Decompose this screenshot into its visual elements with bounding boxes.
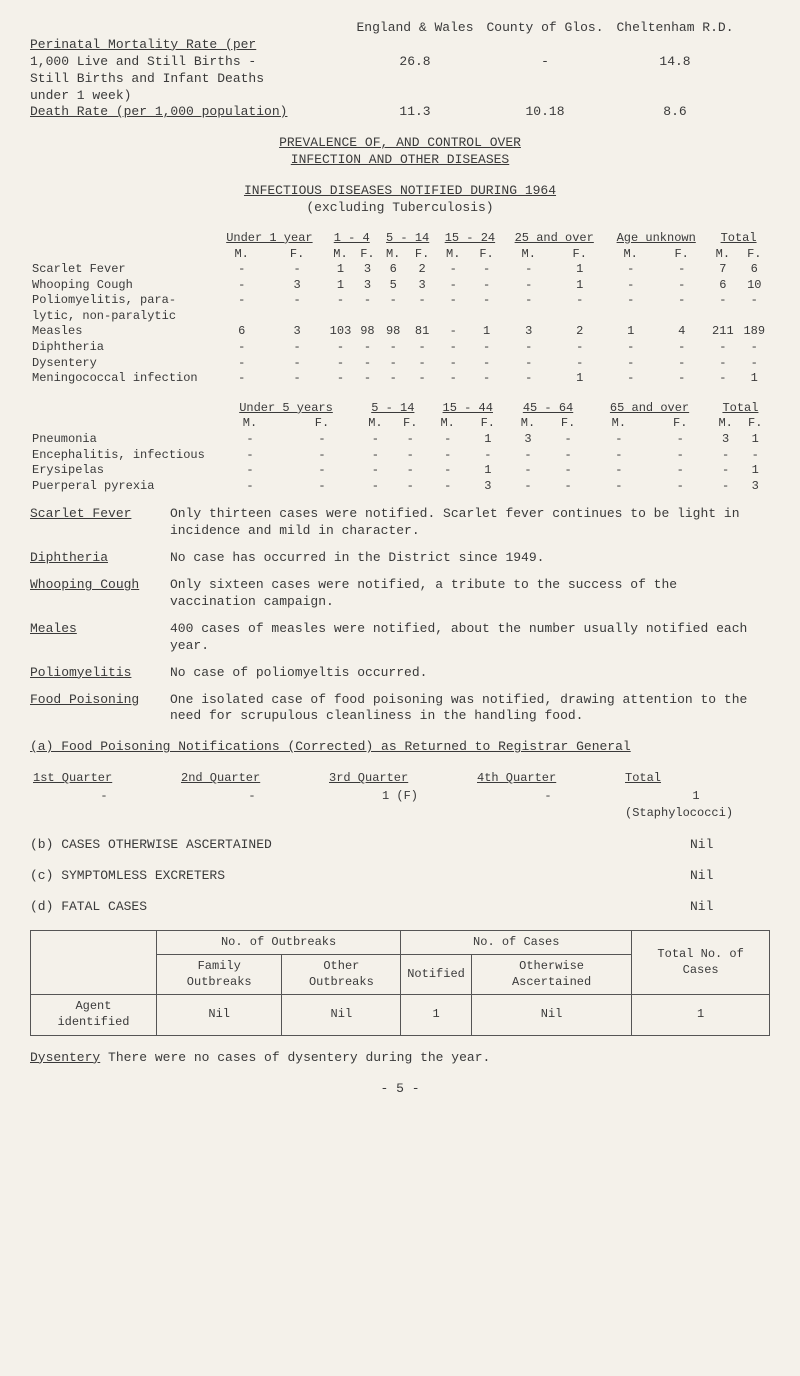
table-row: Encephalitis, infectious------------: [30, 448, 770, 464]
table-row: Whooping Cough-31353---1--610: [30, 278, 770, 294]
mortality-row: under 1 week): [30, 88, 770, 105]
note-row: PoliomyelitisNo case of poliomyeltis occ…: [30, 665, 770, 682]
col-county: County of Glos.: [480, 20, 610, 37]
mortality-header: England & Wales County of Glos. Cheltenh…: [30, 20, 770, 121]
disease-notes: Scarlet FeverOnly thirteen cases were no…: [30, 506, 770, 725]
table-row: Diphtheria--------------: [30, 340, 770, 356]
table-row: Dysentery--------------: [30, 356, 770, 372]
col-chelt: Cheltenham R.D.: [610, 20, 740, 37]
note-row: DiphtheriaNo case has occurred in the Di…: [30, 550, 770, 567]
mortality-row: Death Rate (per 1,000 population)11.310.…: [30, 104, 770, 121]
note-row: Food PoisoningOne isolated case of food …: [30, 692, 770, 726]
section-d: (d) FATAL CASES Nil: [30, 899, 770, 916]
table-row: Measles63103989881-13214211189: [30, 324, 770, 340]
table-row: Meningococcal infection---------1---1: [30, 371, 770, 387]
table-row: Scarlet Fever--1362---1--76: [30, 262, 770, 278]
section-title-1: PREVALENCE OF, AND CONTROL OVER INFECTIO…: [30, 135, 770, 169]
note-row: Scarlet FeverOnly thirteen cases were no…: [30, 506, 770, 540]
note-row: Whooping CoughOnly sixteen cases were no…: [30, 577, 770, 611]
disease-table-1: Under 1 year1 - 45 - 1415 - 2425 and ove…: [30, 231, 770, 387]
mortality-row: 1,000 Live and Still Births -26.8-14.8: [30, 54, 770, 71]
col-england: England & Wales: [350, 20, 480, 37]
table-row: Puerperal pyrexia-----3-----3: [30, 479, 770, 495]
page-number: - 5 -: [30, 1081, 770, 1098]
footer-note: Dysentery There were no cases of dysente…: [30, 1050, 770, 1067]
section-c: (c) SYMPTOMLESS EXCRETERS Nil: [30, 868, 770, 885]
table-row: lytic, non-paralytic: [30, 309, 770, 325]
note-row: Meales400 cases of measles were notified…: [30, 621, 770, 655]
table-row: Poliomyelitis, para---------------: [30, 293, 770, 309]
section-a: (a) Food Poisoning Notifications (Correc…: [30, 739, 770, 823]
mortality-row: Still Births and Infant Deaths: [30, 71, 770, 88]
disease-table-2: Under 5 years5 - 1415 - 4445 - 6465 and …: [30, 401, 770, 495]
section-title-2: INFECTIOUS DISEASES NOTIFIED DURING 1964…: [30, 183, 770, 217]
table-row: Pneumonia-----13---31: [30, 432, 770, 448]
table-row: Agent identifiedNilNil1Nil1: [31, 995, 770, 1035]
section-b: (b) CASES OTHERWISE ASCERTAINED Nil: [30, 837, 770, 854]
mortality-row: Perinatal Mortality Rate (per: [30, 37, 770, 54]
table-row: Erysipelas-----1-----1: [30, 463, 770, 479]
outbreak-table: No. of OutbreaksNo. of CasesTotal No. of…: [30, 930, 770, 1036]
